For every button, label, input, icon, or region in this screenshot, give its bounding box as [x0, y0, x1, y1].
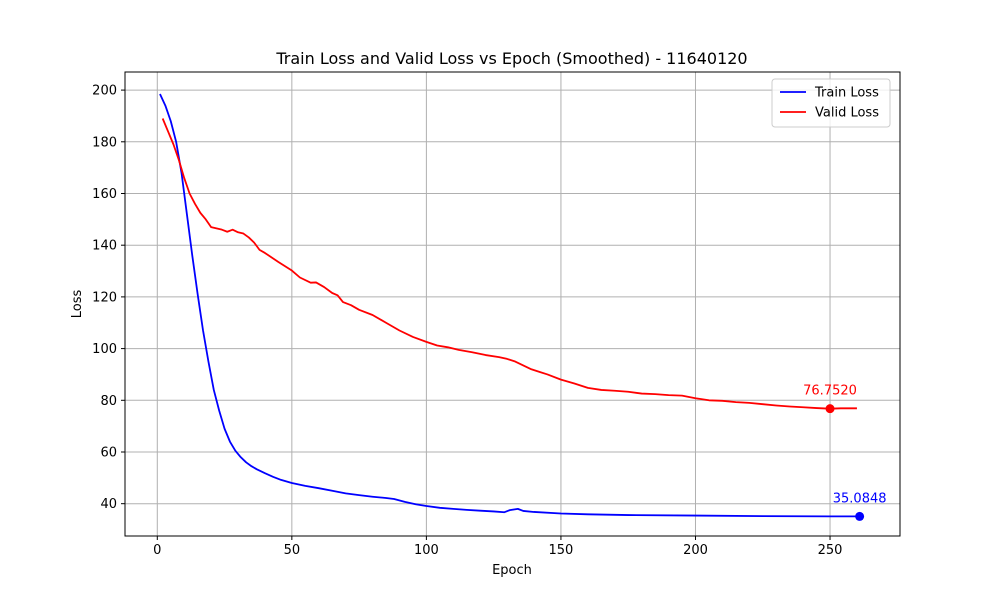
legend-box — [771, 78, 891, 128]
y-tick-label: 40 — [100, 497, 117, 512]
legend-label-train-loss: Train Loss — [814, 86, 879, 101]
x-axis-label: Epoch — [492, 563, 532, 578]
x-tick-label: 0 — [153, 543, 161, 558]
grid-lines — [125, 72, 900, 536]
x-tick-label: 100 — [414, 543, 439, 558]
x-tick-label: 250 — [818, 543, 843, 558]
valid-loss-line — [161, 118, 857, 410]
x-axis-ticks: 0 50 100 150 200 250 — [153, 536, 842, 558]
y-tick-label: 80 — [100, 394, 117, 409]
y-tick-label: 180 — [92, 135, 117, 150]
x-tick-label: 50 — [284, 543, 301, 558]
chart-title: Train Loss and Valid Loss vs Epoch (Smoo… — [275, 49, 747, 68]
valid-loss-end-label: 76.7520 — [803, 384, 857, 399]
plot-frame — [124, 71, 901, 537]
train-loss-line — [159, 93, 860, 518]
y-tick-label: 140 — [92, 239, 117, 254]
y-axis-label: Loss — [70, 290, 85, 319]
y-tick-label: 100 — [92, 342, 117, 357]
end-annotations: 35.0848 76.7520 — [803, 384, 887, 521]
x-tick-label: 150 — [549, 543, 574, 558]
y-axis-ticks: 40 60 80 100 120 140 160 180 200 — [92, 84, 125, 512]
y-tick-label: 120 — [92, 290, 117, 305]
y-tick-label: 200 — [92, 84, 117, 99]
train-loss-end-marker — [855, 511, 865, 521]
y-tick-label: 60 — [100, 445, 117, 460]
y-tick-label: 160 — [92, 187, 117, 202]
valid-loss-end-marker — [825, 404, 835, 414]
legend-label-valid-loss: Valid Loss — [815, 106, 879, 121]
x-tick-label: 200 — [683, 543, 708, 558]
legend: Train Loss Valid Loss — [771, 78, 891, 128]
train-loss-end-label: 35.0848 — [833, 491, 887, 506]
series-lines — [159, 93, 860, 518]
